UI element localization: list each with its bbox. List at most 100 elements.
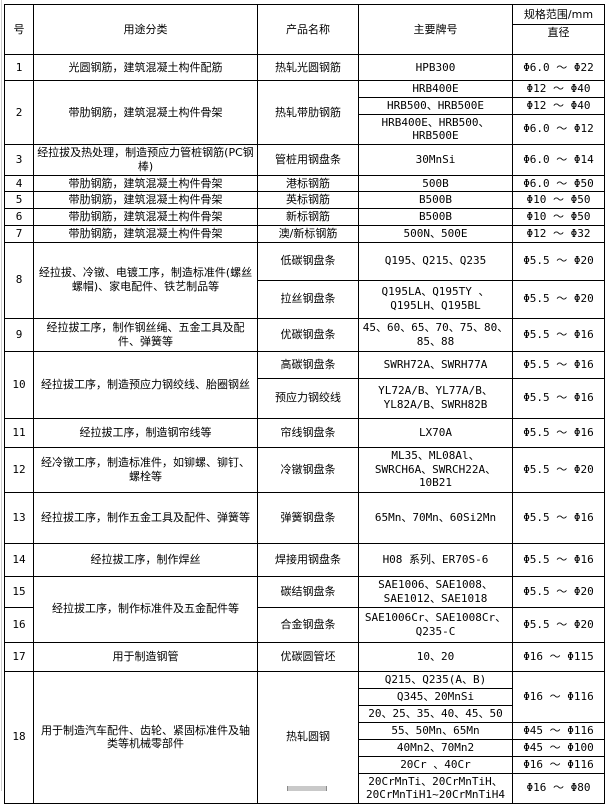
cell-no: 4 xyxy=(4,174,34,193)
cell-no: 3 xyxy=(4,144,34,176)
table-row: HRB400E、HRB500、 HRB500E Φ6.0 ～ Φ12 xyxy=(5,113,605,145)
cell-no: 13 xyxy=(4,491,34,544)
cell-grade: B500B xyxy=(358,208,513,226)
cell-spec: Φ10 ～ Φ50 xyxy=(512,208,605,226)
cell-spec: Φ12 ～ Φ32 xyxy=(512,224,605,243)
table-row: 15 经拉拔工序，制作标准件及五金配件等 碳结钢盘条 SAE1006、SAE10… xyxy=(4,575,605,643)
table-row: 40Mn2、70Mn2 Φ45 ～ Φ100 xyxy=(5,738,605,757)
cell-spec: Φ45 ～ Φ116 xyxy=(512,721,605,740)
cell-spec: Φ16 ～ Φ80 xyxy=(512,772,605,804)
cell-spec: Φ45 ～ Φ100 xyxy=(512,738,605,757)
table-row: 20Cr 、40Cr Φ16 ～ Φ116 xyxy=(5,755,605,774)
cell-grade: Q195LA、Q195TY 、 Q195LH、Q195BL xyxy=(358,279,513,319)
table-row: Q345、20MnSi xyxy=(5,687,605,706)
cell-grade: SAE1006Cr、SAE1008Cr、 Q235-C xyxy=(358,606,513,643)
cell-product: 港标钢筋 xyxy=(257,174,359,193)
cell-spec: Φ6.0 ～ Φ22 xyxy=(512,54,605,81)
cell-no: 9 xyxy=(4,317,34,352)
cell-no: 15 xyxy=(4,575,34,608)
cell-product: 热轧圆钢 xyxy=(257,670,359,804)
table-row: 18 用于制造汽车配件、齿轮、紧固标准件及轴类等机械零部件 热轧圆钢 Q215、… xyxy=(4,670,605,804)
cell-no: 18 xyxy=(4,670,34,804)
table-row: 拉丝钢盘条 Q195LA、Q195TY 、 Q195LH、Q195BL Φ5.5… xyxy=(5,279,605,319)
cell-spec: Φ5.5 ～ Φ16 xyxy=(512,417,605,448)
cell-spec: Φ5.5 ～ Φ20 xyxy=(512,575,605,608)
table-resize-handle[interactable] xyxy=(287,786,327,791)
cell-grade: 45、60、65、70、75、80、 85、88 xyxy=(358,317,513,352)
cell-grade: H08 系列、ER70S-6 xyxy=(358,542,513,577)
cell-product: 热轧光圆钢筋 xyxy=(257,54,359,81)
cell-usage: 经拉拔工序，制作焊丝 xyxy=(33,542,258,577)
table-header-row: 号 用途分类 产品名称 主要牌号 规格范围/mm xyxy=(4,4,605,55)
table-row: 6 带肋钢筋，建筑混凝土构件骨架 新标钢筋 B500B Φ10 ～ Φ50 xyxy=(4,208,605,226)
cell-spec: Φ5.5 ～ Φ20 xyxy=(512,446,605,493)
header-usage: 用途分类 xyxy=(33,4,258,55)
header-no: 号 xyxy=(4,4,34,55)
screen-edge-line xyxy=(1,0,2,791)
cell-grade: 20Cr 、40Cr xyxy=(358,755,513,774)
cell-no: 1 xyxy=(4,54,34,81)
cell-no: 7 xyxy=(4,224,34,243)
cell-no: 8 xyxy=(4,241,34,319)
cell-product: 合金钢盘条 xyxy=(257,606,359,643)
cell-spec: Φ16 ～ Φ115 xyxy=(512,641,605,672)
cell-spec: Φ5.5 ～ Φ20 xyxy=(512,606,605,643)
cell-usage: 带肋钢筋，建筑混凝土构件骨架 xyxy=(33,191,258,209)
cell-grade: YL72A/B、YL77A/B、 YL82A/B、SWRH82B xyxy=(358,377,513,419)
steel-products-table-container: 号 用途分类 产品名称 主要牌号 规格范围/mm 直径 1 光圆钢筋，建筑混凝土… xyxy=(4,4,605,804)
header-grade: 主要牌号 xyxy=(358,4,513,55)
cell-usage: 带肋钢筋，建筑混凝土构件骨架 xyxy=(33,208,258,226)
cell-grade: HRB500、HRB500E xyxy=(358,96,513,115)
table-row: 预应力钢绞线 YL72A/B、YL77A/B、 YL82A/B、SWRH82B … xyxy=(5,377,605,419)
table-row: 2 带肋钢筋，建筑混凝土构件骨架 热轧带肋钢筋 HRB400E Φ12 ～ Φ4… xyxy=(4,80,605,145)
cell-grade: ML35、ML08Al、 SWRCH6A、SWRCH22A、10B21 xyxy=(358,446,513,493)
cell-grade: B500B xyxy=(358,191,513,209)
cell-grade: SAE1006、SAE1008、 SAE1012、SAE1018 xyxy=(358,575,513,608)
table-row: 5 带肋钢筋，建筑混凝土构件骨架 英标钢筋 B500B Φ10 ～ Φ50 xyxy=(4,191,605,209)
table-row: 14 经拉拔工序，制作焊丝 焊接用钢盘条 H08 系列、ER70S-6 Φ5.5… xyxy=(4,542,605,577)
cell-no: 5 xyxy=(4,191,34,209)
cell-usage: 光圆钢筋，建筑混凝土构件配筋 xyxy=(33,54,258,81)
cell-product: 优碳钢盘条 xyxy=(257,317,359,352)
cell-usage: 带肋钢筋，建筑混凝土构件骨架 xyxy=(33,224,258,243)
cell-usage: 经拉拔工序，制造钢帘线等 xyxy=(33,417,258,448)
cell-spec: Φ12 ～ Φ40 xyxy=(512,80,605,98)
cell-no: 2 xyxy=(4,80,34,145)
cell-grade: HRB400E、HRB500、 HRB500E xyxy=(358,113,513,145)
cell-usage: 经冷镦工序，制造标准件，如铆螺、铆钉、螺栓等 xyxy=(33,446,258,493)
cell-grade: 30MnSi xyxy=(358,144,513,176)
cell-no: 11 xyxy=(4,417,34,448)
cell-no: 10 xyxy=(4,350,34,419)
cell-spec: Φ16 ～ Φ116 xyxy=(512,670,605,723)
cell-spec: Φ12 ～ Φ40 xyxy=(512,96,605,115)
cell-usage: 经拉拔工序，制作钢丝绳、五金工具及配件、弹簧等 xyxy=(33,317,258,352)
cell-no: 6 xyxy=(4,208,34,226)
table-row: 4 带肋钢筋，建筑混凝土构件骨架 港标钢筋 500B Φ6.0 ～ Φ50 xyxy=(4,174,605,193)
cell-no: 17 xyxy=(4,641,34,672)
table-row: 12 经冷镦工序，制造标准件，如铆螺、铆钉、螺栓等 冷镦钢盘条 ML35、ML0… xyxy=(4,446,605,493)
header-product: 产品名称 xyxy=(257,4,359,55)
cell-no: 12 xyxy=(4,446,34,493)
cell-product: 热轧带肋钢筋 xyxy=(257,80,359,145)
cell-grade: 40Mn2、70Mn2 xyxy=(358,738,513,757)
cell-product: 冷镦钢盘条 xyxy=(257,446,359,493)
cell-grade: HRB400E xyxy=(358,80,513,98)
steel-products-table: 号 用途分类 产品名称 主要牌号 规格范围/mm 直径 1 光圆钢筋，建筑混凝土… xyxy=(4,4,605,804)
cell-spec: Φ6.0 ～ Φ14 xyxy=(512,144,605,176)
table-row: 20、25、35、40、45、50 xyxy=(5,704,605,723)
table-row: 7 带肋钢筋，建筑混凝土构件骨架 澳/新标钢筋 500N、500E Φ12 ～ … xyxy=(4,224,605,243)
cell-spec: Φ5.5 ～ Φ16 xyxy=(512,350,605,379)
table-header-row: 直径 xyxy=(5,24,605,55)
cell-grade: HPB300 xyxy=(358,54,513,81)
table-row: 17 用于制造钢管 优碳圆管坯 10、20 Φ16 ～ Φ115 xyxy=(4,641,605,672)
cell-product: 英标钢筋 xyxy=(257,191,359,209)
cell-spec: Φ16 ～ Φ116 xyxy=(512,755,605,774)
table-row: 9 经拉拔工序，制作钢丝绳、五金工具及配件、弹簧等 优碳钢盘条 45、60、65… xyxy=(4,317,605,352)
cell-spec: Φ10 ～ Φ50 xyxy=(512,191,605,209)
cell-spec: Φ5.5 ～ Φ20 xyxy=(512,279,605,319)
cell-spec: Φ5.5 ～ Φ16 xyxy=(512,377,605,419)
cell-product: 碳结钢盘条 xyxy=(257,575,359,608)
cell-grade: Q195、Q215、Q235 xyxy=(358,241,513,281)
cell-usage: 经拉拔工序，制作标准件及五金配件等 xyxy=(33,575,258,643)
